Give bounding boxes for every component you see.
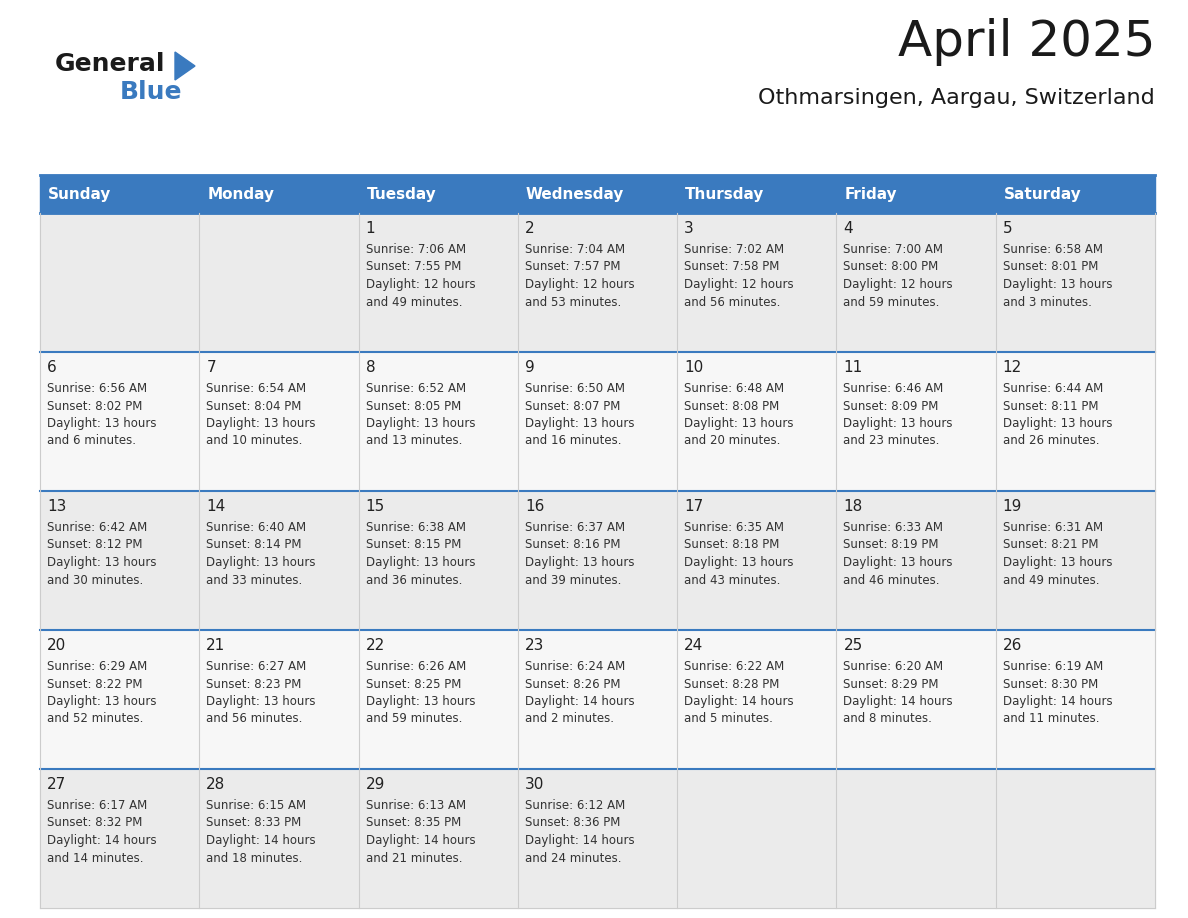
Text: Saturday: Saturday — [1004, 186, 1081, 201]
Text: Sunrise: 6:13 AM
Sunset: 8:35 PM
Daylight: 14 hours
and 21 minutes.: Sunrise: 6:13 AM Sunset: 8:35 PM Dayligh… — [366, 799, 475, 865]
Text: Blue: Blue — [120, 80, 183, 104]
Text: 28: 28 — [207, 777, 226, 792]
Bar — [40, 352, 1155, 491]
Text: Sunrise: 6:19 AM
Sunset: 8:30 PM
Daylight: 14 hours
and 11 minutes.: Sunrise: 6:19 AM Sunset: 8:30 PM Dayligh… — [1003, 660, 1112, 725]
Polygon shape — [175, 52, 195, 80]
Text: 23: 23 — [525, 638, 544, 653]
Text: 26: 26 — [1003, 638, 1022, 653]
Text: 13: 13 — [48, 499, 67, 514]
Text: Sunrise: 6:31 AM
Sunset: 8:21 PM
Daylight: 13 hours
and 49 minutes.: Sunrise: 6:31 AM Sunset: 8:21 PM Dayligh… — [1003, 521, 1112, 587]
Text: 22: 22 — [366, 638, 385, 653]
Text: Sunrise: 6:38 AM
Sunset: 8:15 PM
Daylight: 13 hours
and 36 minutes.: Sunrise: 6:38 AM Sunset: 8:15 PM Dayligh… — [366, 521, 475, 587]
Text: 21: 21 — [207, 638, 226, 653]
Text: Sunrise: 6:27 AM
Sunset: 8:23 PM
Daylight: 13 hours
and 56 minutes.: Sunrise: 6:27 AM Sunset: 8:23 PM Dayligh… — [207, 660, 316, 725]
Text: 10: 10 — [684, 360, 703, 375]
Bar — [40, 175, 1155, 213]
Text: Sunrise: 6:50 AM
Sunset: 8:07 PM
Daylight: 13 hours
and 16 minutes.: Sunrise: 6:50 AM Sunset: 8:07 PM Dayligh… — [525, 382, 634, 447]
Text: Monday: Monday — [207, 186, 274, 201]
Text: 19: 19 — [1003, 499, 1022, 514]
Bar — [40, 213, 1155, 352]
Text: Thursday: Thursday — [685, 186, 765, 201]
Text: Sunrise: 6:37 AM
Sunset: 8:16 PM
Daylight: 13 hours
and 39 minutes.: Sunrise: 6:37 AM Sunset: 8:16 PM Dayligh… — [525, 521, 634, 587]
Text: Sunrise: 6:58 AM
Sunset: 8:01 PM
Daylight: 13 hours
and 3 minutes.: Sunrise: 6:58 AM Sunset: 8:01 PM Dayligh… — [1003, 243, 1112, 308]
Text: Sunday: Sunday — [48, 186, 112, 201]
Text: Sunrise: 6:33 AM
Sunset: 8:19 PM
Daylight: 13 hours
and 46 minutes.: Sunrise: 6:33 AM Sunset: 8:19 PM Dayligh… — [843, 521, 953, 587]
Text: 11: 11 — [843, 360, 862, 375]
Text: Friday: Friday — [845, 186, 897, 201]
Text: Tuesday: Tuesday — [367, 186, 436, 201]
Text: Sunrise: 6:17 AM
Sunset: 8:32 PM
Daylight: 14 hours
and 14 minutes.: Sunrise: 6:17 AM Sunset: 8:32 PM Dayligh… — [48, 799, 157, 865]
Text: 9: 9 — [525, 360, 535, 375]
Text: General: General — [55, 52, 165, 76]
Text: 27: 27 — [48, 777, 67, 792]
Text: 5: 5 — [1003, 221, 1012, 236]
Text: Sunrise: 6:22 AM
Sunset: 8:28 PM
Daylight: 14 hours
and 5 minutes.: Sunrise: 6:22 AM Sunset: 8:28 PM Dayligh… — [684, 660, 794, 725]
Text: 6: 6 — [48, 360, 57, 375]
Text: Sunrise: 7:00 AM
Sunset: 8:00 PM
Daylight: 12 hours
and 59 minutes.: Sunrise: 7:00 AM Sunset: 8:00 PM Dayligh… — [843, 243, 953, 308]
Text: 16: 16 — [525, 499, 544, 514]
Text: Sunrise: 6:40 AM
Sunset: 8:14 PM
Daylight: 13 hours
and 33 minutes.: Sunrise: 6:40 AM Sunset: 8:14 PM Dayligh… — [207, 521, 316, 587]
Text: 4: 4 — [843, 221, 853, 236]
Text: Sunrise: 6:24 AM
Sunset: 8:26 PM
Daylight: 14 hours
and 2 minutes.: Sunrise: 6:24 AM Sunset: 8:26 PM Dayligh… — [525, 660, 634, 725]
Text: Sunrise: 6:26 AM
Sunset: 8:25 PM
Daylight: 13 hours
and 59 minutes.: Sunrise: 6:26 AM Sunset: 8:25 PM Dayligh… — [366, 660, 475, 725]
Text: 8: 8 — [366, 360, 375, 375]
Text: Sunrise: 6:48 AM
Sunset: 8:08 PM
Daylight: 13 hours
and 20 minutes.: Sunrise: 6:48 AM Sunset: 8:08 PM Dayligh… — [684, 382, 794, 447]
Text: Sunrise: 6:54 AM
Sunset: 8:04 PM
Daylight: 13 hours
and 10 minutes.: Sunrise: 6:54 AM Sunset: 8:04 PM Dayligh… — [207, 382, 316, 447]
Text: April 2025: April 2025 — [897, 18, 1155, 66]
Text: Sunrise: 6:35 AM
Sunset: 8:18 PM
Daylight: 13 hours
and 43 minutes.: Sunrise: 6:35 AM Sunset: 8:18 PM Dayligh… — [684, 521, 794, 587]
Text: Wednesday: Wednesday — [526, 186, 624, 201]
Text: Othmarsingen, Aargau, Switzerland: Othmarsingen, Aargau, Switzerland — [758, 88, 1155, 108]
Text: 30: 30 — [525, 777, 544, 792]
Text: Sunrise: 6:46 AM
Sunset: 8:09 PM
Daylight: 13 hours
and 23 minutes.: Sunrise: 6:46 AM Sunset: 8:09 PM Dayligh… — [843, 382, 953, 447]
Text: 1: 1 — [366, 221, 375, 236]
Text: 24: 24 — [684, 638, 703, 653]
Text: Sunrise: 7:02 AM
Sunset: 7:58 PM
Daylight: 12 hours
and 56 minutes.: Sunrise: 7:02 AM Sunset: 7:58 PM Dayligh… — [684, 243, 794, 308]
Text: 14: 14 — [207, 499, 226, 514]
Text: Sunrise: 6:20 AM
Sunset: 8:29 PM
Daylight: 14 hours
and 8 minutes.: Sunrise: 6:20 AM Sunset: 8:29 PM Dayligh… — [843, 660, 953, 725]
Text: 15: 15 — [366, 499, 385, 514]
Text: 17: 17 — [684, 499, 703, 514]
Text: Sunrise: 6:42 AM
Sunset: 8:12 PM
Daylight: 13 hours
and 30 minutes.: Sunrise: 6:42 AM Sunset: 8:12 PM Dayligh… — [48, 521, 157, 587]
Text: 29: 29 — [366, 777, 385, 792]
Text: Sunrise: 6:44 AM
Sunset: 8:11 PM
Daylight: 13 hours
and 26 minutes.: Sunrise: 6:44 AM Sunset: 8:11 PM Dayligh… — [1003, 382, 1112, 447]
Text: 18: 18 — [843, 499, 862, 514]
Bar — [40, 769, 1155, 908]
Bar — [40, 491, 1155, 630]
Text: Sunrise: 6:56 AM
Sunset: 8:02 PM
Daylight: 13 hours
and 6 minutes.: Sunrise: 6:56 AM Sunset: 8:02 PM Dayligh… — [48, 382, 157, 447]
Text: 2: 2 — [525, 221, 535, 236]
Text: 25: 25 — [843, 638, 862, 653]
Text: Sunrise: 6:12 AM
Sunset: 8:36 PM
Daylight: 14 hours
and 24 minutes.: Sunrise: 6:12 AM Sunset: 8:36 PM Dayligh… — [525, 799, 634, 865]
Text: Sunrise: 7:06 AM
Sunset: 7:55 PM
Daylight: 12 hours
and 49 minutes.: Sunrise: 7:06 AM Sunset: 7:55 PM Dayligh… — [366, 243, 475, 308]
Text: 20: 20 — [48, 638, 67, 653]
Text: 3: 3 — [684, 221, 694, 236]
Text: Sunrise: 6:52 AM
Sunset: 8:05 PM
Daylight: 13 hours
and 13 minutes.: Sunrise: 6:52 AM Sunset: 8:05 PM Dayligh… — [366, 382, 475, 447]
Text: 12: 12 — [1003, 360, 1022, 375]
Text: Sunrise: 6:29 AM
Sunset: 8:22 PM
Daylight: 13 hours
and 52 minutes.: Sunrise: 6:29 AM Sunset: 8:22 PM Dayligh… — [48, 660, 157, 725]
Text: 7: 7 — [207, 360, 216, 375]
Bar — [40, 630, 1155, 769]
Text: Sunrise: 7:04 AM
Sunset: 7:57 PM
Daylight: 12 hours
and 53 minutes.: Sunrise: 7:04 AM Sunset: 7:57 PM Dayligh… — [525, 243, 634, 308]
Text: Sunrise: 6:15 AM
Sunset: 8:33 PM
Daylight: 14 hours
and 18 minutes.: Sunrise: 6:15 AM Sunset: 8:33 PM Dayligh… — [207, 799, 316, 865]
